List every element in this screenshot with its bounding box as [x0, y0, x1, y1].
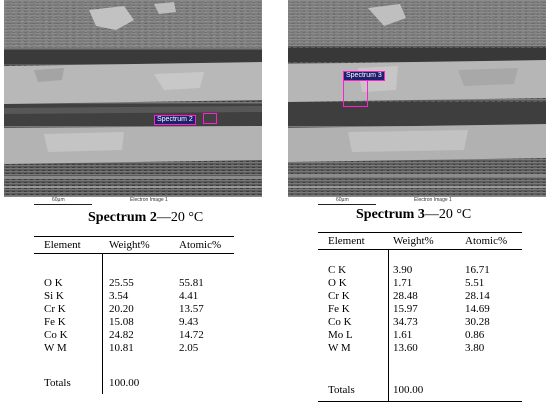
- spectrum-3-marker: [343, 78, 368, 107]
- row-weight: 13.60: [393, 342, 418, 354]
- row-atomic: 14.72: [179, 329, 204, 341]
- table-column-rule: [102, 253, 103, 394]
- spectrum-3-table: Element Weight% Atomic% C K 3.90 16.71 O…: [318, 232, 522, 402]
- row-weight: 28.48: [393, 290, 418, 302]
- row-element: Mo L: [328, 329, 353, 341]
- row-atomic: 14.69: [465, 303, 490, 315]
- header-element: Element: [44, 239, 81, 251]
- row-element: W M: [328, 342, 351, 354]
- title-spectrum: Spectrum 3: [356, 207, 425, 222]
- electron-micrograph-right: [288, 0, 546, 197]
- row-element: Cr K: [328, 290, 350, 302]
- scale-bar: [318, 204, 376, 205]
- sem-image-right: Spectrum 3 60µm Electron Image 1: [288, 0, 546, 206]
- row-weight: 3.90: [393, 264, 413, 276]
- row-element: Fe K: [328, 303, 350, 315]
- row-element: O K: [328, 277, 347, 289]
- totals-label: Totals: [44, 377, 71, 389]
- table-top-rule: [318, 232, 522, 233]
- row-element: Fe K: [44, 316, 66, 328]
- header-weight: Weight%: [393, 235, 434, 247]
- micrograph-footer: 60µm Electron Image 1: [4, 196, 262, 206]
- row-atomic: 0.86: [465, 329, 485, 341]
- scale-label: 60µm: [336, 197, 349, 203]
- scale-bar: [34, 204, 92, 205]
- row-atomic: 28.14: [465, 290, 490, 302]
- header-atomic: Atomic%: [465, 235, 508, 247]
- spectrum-label: Spectrum 2: [154, 115, 196, 125]
- row-atomic: 16.71: [465, 264, 490, 276]
- row-weight: 1.61: [393, 329, 413, 341]
- spectrum-3-title: Spectrum 3—20 °C: [356, 207, 471, 223]
- totals-value: 100.00: [109, 377, 140, 389]
- spectrum-label: Spectrum 3: [343, 71, 385, 81]
- row-weight: 24.82: [109, 329, 134, 341]
- row-atomic: 2.05: [179, 342, 199, 354]
- row-atomic: 9.43: [179, 316, 199, 328]
- spectrum-2-title: Spectrum 2—20 °C: [88, 210, 203, 226]
- table-header-rule: [34, 253, 234, 254]
- row-element: Co K: [328, 316, 352, 328]
- image-label: Electron Image 1: [414, 197, 452, 203]
- title-spectrum: Spectrum 2: [88, 210, 157, 225]
- row-weight: 10.81: [109, 342, 134, 354]
- title-temperature: —20 °C: [156, 210, 204, 225]
- table-bottom-rule: [318, 401, 522, 402]
- row-weight: 25.55: [109, 277, 134, 289]
- row-element: Co K: [44, 329, 68, 341]
- sem-image-left: Spectrum 2 60µm Electron Image 1: [4, 0, 262, 206]
- row-weight: 20.20: [109, 303, 134, 315]
- spectrum-2-marker: [203, 113, 217, 124]
- row-atomic: 30.28: [465, 316, 490, 328]
- row-atomic: 5.51: [465, 277, 485, 289]
- spectrum-2-table: Element Weight% Atomic% O K 25.55 55.81 …: [34, 236, 234, 394]
- title-temperature: —20 °C: [424, 207, 472, 222]
- row-atomic: 4.41: [179, 290, 199, 302]
- header-atomic: Atomic%: [179, 239, 222, 251]
- row-element: C K: [328, 264, 347, 276]
- image-label: Electron Image 1: [130, 197, 168, 203]
- scale-label: 60µm: [52, 197, 65, 203]
- header-element: Element: [328, 235, 365, 247]
- row-weight: 15.97: [393, 303, 418, 315]
- header-weight: Weight%: [109, 239, 150, 251]
- table-column-rule: [388, 249, 389, 401]
- totals-value: 100.00: [393, 384, 424, 396]
- row-element: W M: [44, 342, 67, 354]
- row-atomic: 3.80: [465, 342, 485, 354]
- row-element: Cr K: [44, 303, 66, 315]
- micrograph-footer: 60µm Electron Image 1: [288, 196, 546, 206]
- electron-micrograph-left: [4, 0, 262, 197]
- row-element: O K: [44, 277, 63, 289]
- totals-label: Totals: [328, 384, 355, 396]
- row-atomic: 55.81: [179, 277, 204, 289]
- row-weight: 34.73: [393, 316, 418, 328]
- row-weight: 3.54: [109, 290, 129, 302]
- row-weight: 15.08: [109, 316, 134, 328]
- row-weight: 1.71: [393, 277, 413, 289]
- table-top-rule: [34, 236, 234, 237]
- row-atomic: 13.57: [179, 303, 204, 315]
- table-header-rule: [318, 249, 522, 250]
- row-element: Si K: [44, 290, 64, 302]
